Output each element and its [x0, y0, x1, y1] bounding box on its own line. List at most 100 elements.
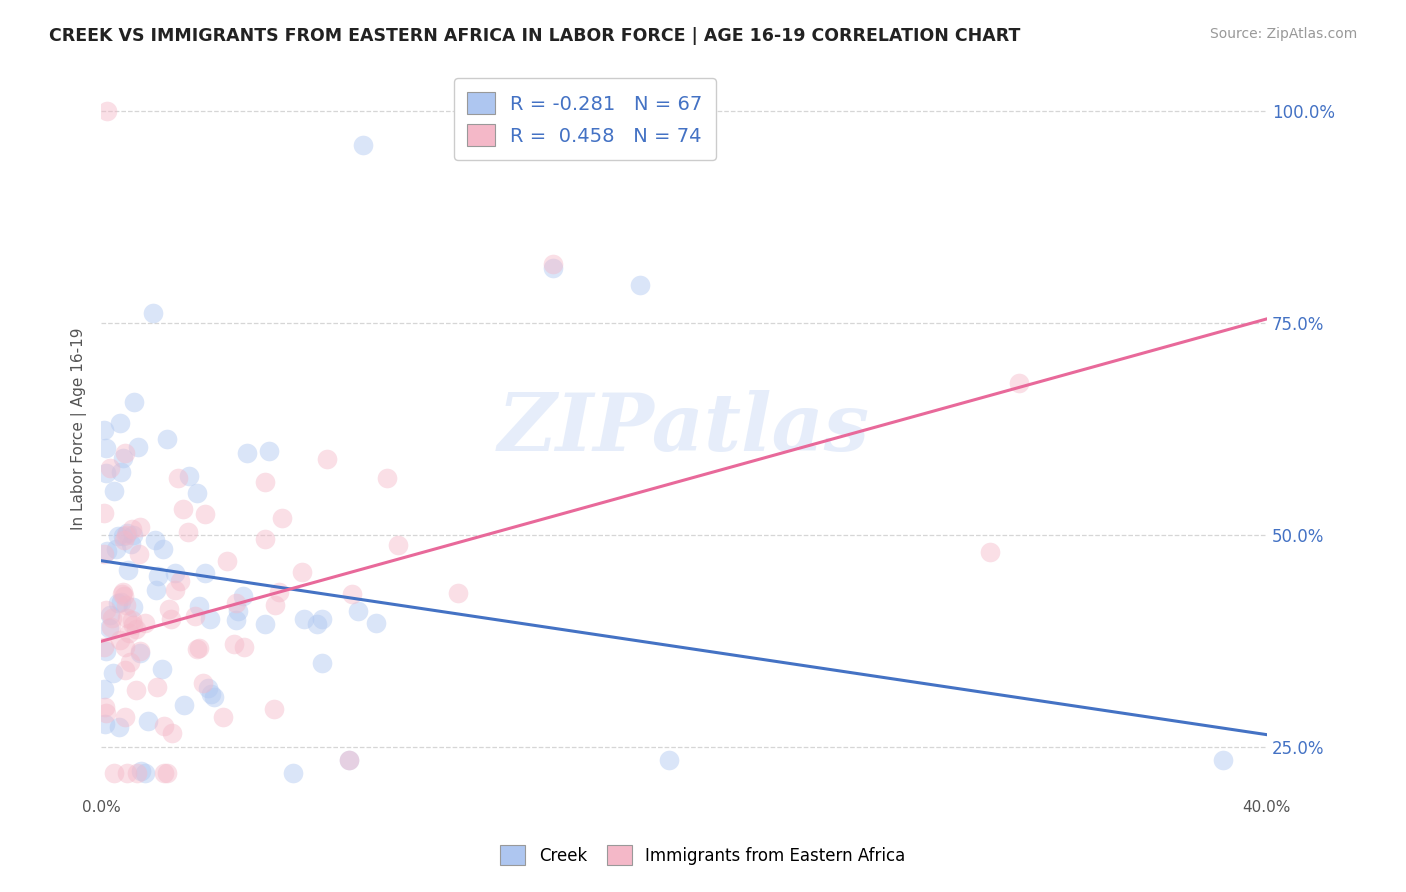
- Point: [364, 615, 387, 630]
- Point: [117, 626, 139, 640]
- Point: [269, 585, 291, 599]
- Point: [191, 675, 214, 690]
- Point: [115, 528, 138, 542]
- Point: [387, 538, 409, 552]
- Point: [134, 615, 156, 630]
- Point: [311, 612, 333, 626]
- Point: [337, 753, 360, 767]
- Point: [120, 537, 142, 551]
- Point: [658, 753, 681, 767]
- Point: [115, 765, 138, 780]
- Point: [134, 765, 156, 780]
- Y-axis label: In Labor Force | Age 16-19: In Labor Force | Age 16-19: [72, 328, 87, 531]
- Point: [233, 640, 256, 654]
- Point: [162, 726, 184, 740]
- Point: [136, 714, 159, 728]
- Point: [93, 547, 115, 561]
- Point: [101, 666, 124, 681]
- Point: [186, 486, 208, 500]
- Point: [146, 680, 169, 694]
- Text: ZIPatlas: ZIPatlas: [498, 391, 870, 468]
- Point: [129, 646, 152, 660]
- Point: [103, 765, 125, 780]
- Point: [177, 524, 200, 539]
- Point: [94, 467, 117, 481]
- Point: [100, 620, 122, 634]
- Point: [107, 529, 129, 543]
- Point: [160, 612, 183, 626]
- Point: [93, 506, 115, 520]
- Point: [263, 701, 285, 715]
- Point: [305, 616, 328, 631]
- Point: [447, 585, 470, 599]
- Point: [120, 655, 142, 669]
- Point: [200, 687, 222, 701]
- Point: [197, 681, 219, 695]
- Point: [212, 710, 235, 724]
- Point: [128, 643, 150, 657]
- Point: [114, 446, 136, 460]
- Text: Source: ZipAtlas.com: Source: ZipAtlas.com: [1209, 27, 1357, 41]
- Point: [311, 656, 333, 670]
- Point: [117, 563, 139, 577]
- Point: [340, 587, 363, 601]
- Point: [253, 533, 276, 547]
- Point: [186, 642, 208, 657]
- Point: [117, 611, 139, 625]
- Point: [114, 663, 136, 677]
- Point: [172, 502, 194, 516]
- Point: [292, 612, 315, 626]
- Point: [145, 582, 167, 597]
- Point: [124, 395, 146, 409]
- Point: [111, 529, 134, 543]
- Point: [194, 566, 217, 580]
- Point: [232, 589, 254, 603]
- Point: [108, 416, 131, 430]
- Point: [204, 690, 226, 704]
- Point: [93, 640, 115, 654]
- Point: [316, 451, 339, 466]
- Point: [152, 765, 174, 780]
- Point: [222, 637, 245, 651]
- Point: [94, 441, 117, 455]
- Point: [94, 644, 117, 658]
- Point: [127, 440, 149, 454]
- Point: [188, 599, 211, 613]
- Point: [257, 444, 280, 458]
- Point: [98, 621, 121, 635]
- Point: [254, 617, 277, 632]
- Point: [115, 598, 138, 612]
- Point: [146, 569, 169, 583]
- Legend: Creek, Immigrants from Eastern Africa: Creek, Immigrants from Eastern Africa: [491, 836, 915, 875]
- Point: [153, 719, 176, 733]
- Point: [125, 765, 148, 780]
- Point: [187, 640, 209, 655]
- Point: [165, 582, 187, 597]
- Point: [93, 423, 115, 437]
- Point: [111, 451, 134, 466]
- Point: [152, 542, 174, 557]
- Point: [347, 604, 370, 618]
- Point: [143, 533, 166, 548]
- Point: [112, 584, 135, 599]
- Point: [129, 764, 152, 779]
- Point: [271, 511, 294, 525]
- Point: [96, 103, 118, 118]
- Point: [114, 710, 136, 724]
- Point: [177, 468, 200, 483]
- Point: [108, 632, 131, 647]
- Point: [291, 566, 314, 580]
- Point: [104, 542, 127, 557]
- Text: CREEK VS IMMIGRANTS FROM EASTERN AFRICA IN LABOR FORCE | AGE 16-19 CORRELATION C: CREEK VS IMMIGRANTS FROM EASTERN AFRICA …: [49, 27, 1021, 45]
- Point: [163, 566, 186, 580]
- Point: [253, 475, 276, 489]
- Point: [142, 306, 165, 320]
- Point: [110, 595, 132, 609]
- Point: [96, 544, 118, 558]
- Point: [115, 526, 138, 541]
- Point: [107, 597, 129, 611]
- Point: [93, 682, 115, 697]
- Point: [352, 137, 374, 152]
- Point: [112, 533, 135, 547]
- Point: [98, 607, 121, 622]
